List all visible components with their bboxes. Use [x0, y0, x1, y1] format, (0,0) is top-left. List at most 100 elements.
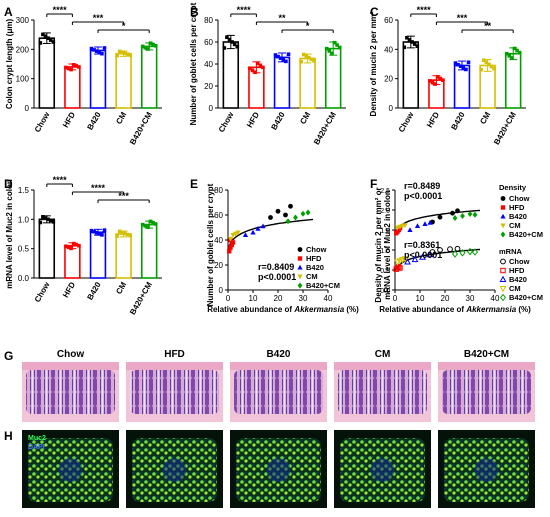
- data-point: [64, 65, 68, 70]
- x-tick-label: 10: [416, 294, 425, 303]
- bar-chart-mucin-density: Density of mucin 2 per mm² 0 20 40 60 Chow HFD…: [369, 5, 526, 146]
- data-point: [459, 248, 466, 257]
- data-point: [437, 214, 443, 220]
- legend-label: HFD: [509, 266, 525, 275]
- data-point: [261, 65, 265, 70]
- significance-label: ***: [457, 13, 468, 23]
- data-point: [92, 229, 96, 234]
- data-point: [66, 66, 71, 71]
- bar: [504, 52, 522, 109]
- data-point: [38, 41, 43, 45]
- micrograph-group-label: CM: [375, 349, 391, 360]
- if-dapi-region: [370, 458, 395, 482]
- legend-label: Chow: [509, 257, 530, 266]
- bar: [324, 47, 342, 109]
- data-point: [293, 214, 298, 221]
- significance-label: ****: [237, 5, 252, 15]
- legend-label: B420: [509, 212, 527, 221]
- legend-label: HFD: [509, 203, 525, 212]
- significance-label: **: [484, 21, 492, 31]
- legend-marker: [500, 258, 506, 265]
- data-point: [447, 246, 453, 253]
- data-point: [332, 40, 337, 45]
- data-point: [507, 54, 512, 58]
- data-point: [41, 32, 45, 37]
- bar-chart-muc2-mrna: mRNA level of Muc2 in colon 0.0 0.5 1.0 1.5 C…: [5, 175, 162, 316]
- micrograph-group-label: B420: [267, 349, 291, 360]
- x-tick-label: CM: [114, 280, 128, 296]
- data-point: [472, 211, 478, 218]
- y-tick-label: 1.0: [18, 215, 30, 224]
- data-point: [451, 250, 459, 258]
- data-point: [125, 52, 130, 57]
- data-point: [492, 66, 496, 71]
- if-dapi-region: [58, 458, 83, 482]
- data-point: [128, 53, 132, 57]
- y-tick-label: 200: [16, 45, 30, 54]
- data-point: [71, 63, 76, 67]
- significance-label: ***: [118, 191, 129, 201]
- y-tick-label: 300: [16, 16, 30, 25]
- bar: [273, 56, 291, 109]
- x-tick-label: B420+CM: [492, 110, 518, 146]
- data-point: [405, 35, 409, 40]
- y-tick-label: 0.5: [380, 268, 390, 275]
- x-tick-label: 0: [393, 294, 398, 303]
- y-tick-label: 40: [204, 60, 213, 69]
- panel-label-e: E: [190, 177, 198, 191]
- data-point: [46, 36, 50, 40]
- data-point: [312, 59, 316, 63]
- bar: [38, 37, 56, 109]
- data-point: [222, 46, 227, 50]
- data-point: [230, 240, 236, 245]
- he-serosa: [230, 362, 327, 370]
- bar: [64, 244, 81, 279]
- bar: [140, 45, 158, 109]
- data-point: [229, 242, 234, 248]
- data-point: [117, 229, 122, 234]
- data-point: [466, 247, 474, 256]
- data-point: [143, 45, 148, 50]
- data-point: [288, 203, 293, 209]
- he-serosa: [126, 362, 223, 370]
- x-tick-label: B420: [269, 110, 287, 132]
- bar: [89, 49, 107, 109]
- x-tick-label: HFD: [425, 110, 441, 129]
- data-point: [255, 61, 260, 66]
- legend-label: B420: [509, 275, 527, 284]
- data-point: [450, 210, 455, 216]
- panel-label-c: C: [370, 5, 379, 19]
- data-point: [235, 44, 240, 49]
- x-tick-label: CM: [114, 110, 128, 126]
- x-tick-label: Chow: [33, 280, 52, 304]
- data-point: [504, 51, 509, 56]
- data-point: [153, 43, 158, 48]
- data-point: [97, 50, 102, 55]
- data-point: [401, 256, 409, 263]
- y-tick-label: 60: [214, 211, 223, 220]
- x-tick-label: B420: [85, 110, 103, 132]
- scatter-e-xlabel: Relative abundance of Akkermansia (%): [207, 305, 359, 314]
- data-point: [227, 236, 234, 242]
- data-point: [48, 218, 53, 223]
- y-tick-label: 20: [204, 82, 213, 91]
- x-tick-label: CM: [478, 110, 492, 126]
- he-crypts: [130, 370, 219, 414]
- y-axis-label: Number of goblet cells per crypt: [189, 2, 198, 125]
- data-point: [115, 234, 119, 238]
- y-tick-label: 1.5: [380, 228, 390, 235]
- data-point: [330, 51, 334, 56]
- data-point: [46, 217, 50, 222]
- x-tick-label: HFD: [61, 280, 77, 299]
- x-tick-label: 40: [324, 294, 333, 303]
- y-tick-label: 0.5: [18, 245, 30, 254]
- scatter-f-ylabel-line2: mRNA level of Muc2 in colon: [383, 190, 392, 300]
- data-point: [410, 40, 414, 44]
- bar: [479, 64, 496, 109]
- x-tick-label: 30: [299, 294, 308, 303]
- data-point: [260, 223, 266, 229]
- data-point: [48, 38, 53, 42]
- x-tick-label: HFD: [245, 110, 261, 129]
- legend-marker: [297, 282, 303, 289]
